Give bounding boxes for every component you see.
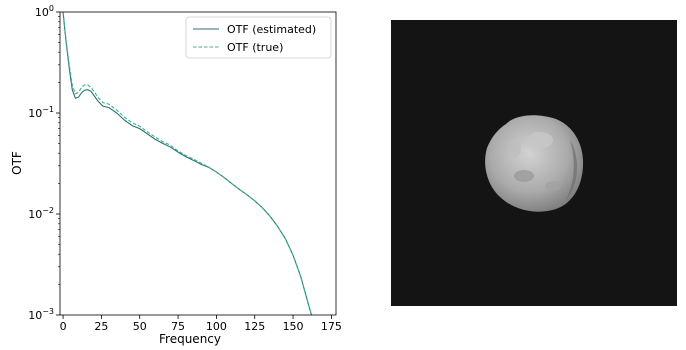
x-tick-label: 125: [244, 320, 265, 333]
x-tick-label: 100: [206, 320, 227, 333]
asteroid: [485, 115, 584, 212]
asteroid-shadow: [566, 140, 578, 200]
x-tick-label: 175: [321, 320, 342, 333]
series-layer: [62, 12, 312, 315]
asteroid-crater: [514, 170, 534, 182]
y-tick-label: 10−1: [28, 105, 54, 120]
y-tick-label: 10−3: [28, 307, 54, 322]
x-axis: 0 25 50 75 100 125 150 175: [60, 315, 342, 333]
x-tick-label: 75: [171, 320, 185, 333]
x-tick-label: 0: [60, 320, 67, 333]
x-tick-label: 150: [283, 320, 304, 333]
asteroid-crater: [507, 139, 521, 157]
y-axis-label: OTF: [10, 151, 24, 175]
x-tick-label: 50: [133, 320, 147, 333]
otf-chart: 0 25 50 75 100 125 150 175 100 10−1 10−2 10−3 Freq…: [10, 4, 342, 346]
legend: OTF (estimated) OTF (true): [185, 16, 332, 59]
plot-area: [60, 12, 336, 315]
legend-label-estimated: OTF (estimated): [227, 23, 316, 36]
y-axis: 100 10−1 10−2 10−3: [28, 4, 60, 322]
asteroid-crater: [545, 181, 561, 191]
y-tick-label: 100: [35, 4, 54, 19]
series-line-true: [62, 12, 312, 315]
asteroid-image: [391, 20, 677, 306]
legend-label-true: OTF (true): [227, 41, 283, 54]
plot-frame: [59, 11, 337, 316]
x-axis-label: Frequency: [159, 332, 221, 346]
y-tick-label: 10−2: [28, 206, 54, 221]
x-tick-label: 25: [94, 320, 108, 333]
legend-box: [185, 16, 332, 59]
asteroid-crater: [527, 132, 553, 148]
